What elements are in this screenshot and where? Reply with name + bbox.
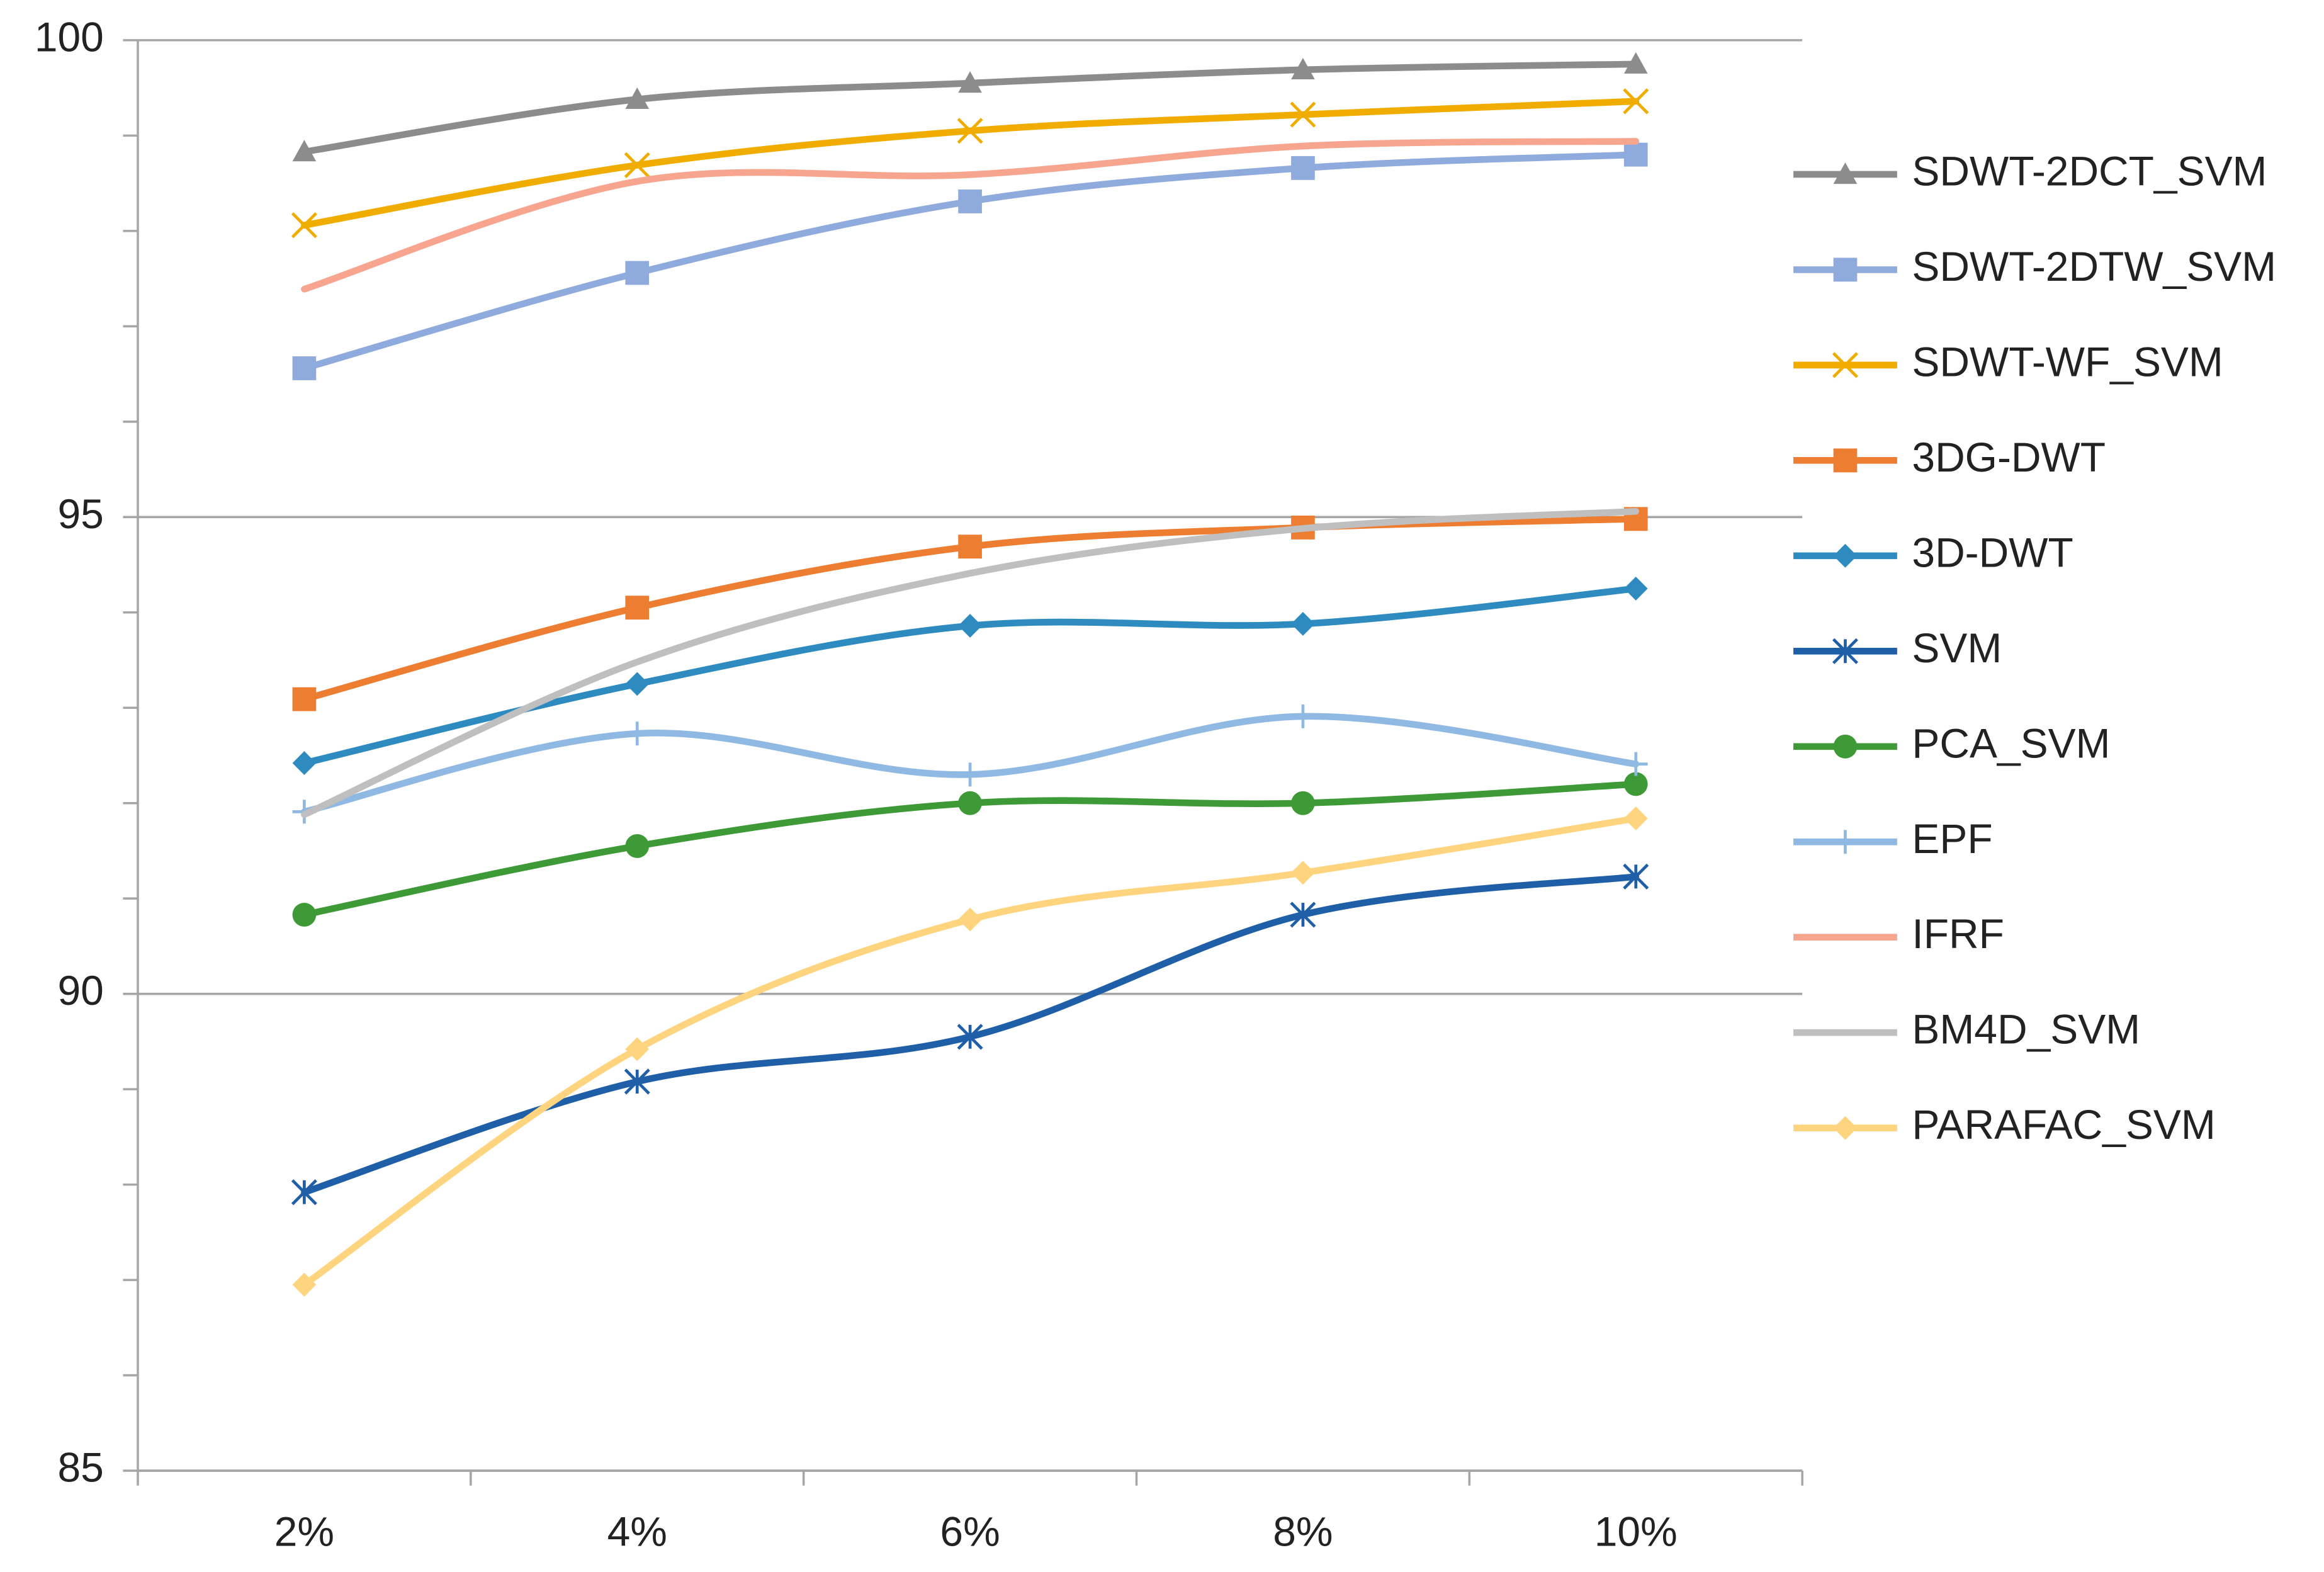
marker: [1291, 57, 1315, 80]
marker: [1833, 1116, 1858, 1140]
legend-label: 3D-DWT: [1912, 529, 2073, 576]
marker: [1291, 704, 1315, 728]
series: [301, 138, 1640, 293]
marker: [624, 1068, 650, 1095]
legend-label: 3DG-DWT: [1912, 434, 2106, 481]
y-tick-label: 95: [57, 491, 103, 538]
marker: [292, 903, 317, 927]
marker: [1832, 352, 1858, 378]
legend-label: SVM: [1912, 625, 2002, 672]
y-tick-label: 100: [35, 14, 104, 60]
marker: [292, 687, 317, 711]
series-line: [301, 507, 1640, 818]
series: [291, 88, 1649, 239]
marker: [291, 1179, 317, 1206]
legend-label: PARAFAC_SVM: [1912, 1102, 2215, 1148]
marker: [625, 834, 650, 858]
marker: [1623, 576, 1648, 601]
x-tick-label: 8%: [1273, 1508, 1333, 1555]
x-tick-label: 4%: [607, 1508, 667, 1555]
marker: [958, 71, 982, 93]
marker: [1623, 772, 1648, 796]
series: [292, 806, 1648, 1297]
marker: [1833, 448, 1858, 473]
marker: [1623, 52, 1648, 74]
series-line: [301, 138, 1640, 293]
series-line: [301, 815, 1640, 1289]
x-tick-label: 2%: [274, 1508, 334, 1555]
marker: [958, 534, 982, 559]
series: [292, 772, 1648, 927]
legend-label: SDWT-2DTW_SVM: [1912, 244, 2276, 290]
marker: [624, 152, 650, 178]
series: [301, 507, 1640, 818]
marker: [1833, 830, 1858, 854]
legend-label: EPF: [1912, 816, 1992, 862]
series: [292, 52, 1648, 162]
marker: [1291, 156, 1315, 180]
marker: [1623, 142, 1648, 167]
marker: [1290, 902, 1316, 928]
marker: [1623, 863, 1649, 890]
legend-label: IFRF: [1912, 911, 2004, 958]
legend-label: SDWT-2DCT_SVM: [1912, 148, 2267, 195]
series: [291, 863, 1649, 1206]
marker: [958, 907, 982, 932]
marker: [292, 140, 317, 162]
marker: [1290, 101, 1316, 128]
marker: [625, 721, 650, 746]
marker: [625, 596, 650, 620]
marker: [1291, 612, 1315, 636]
series: [292, 507, 1648, 711]
marker: [958, 614, 982, 638]
marker: [1833, 734, 1858, 759]
x-tick-label: 6%: [940, 1508, 1000, 1555]
marker: [625, 672, 650, 696]
marker: [1291, 791, 1315, 815]
marker: [1623, 806, 1648, 830]
legend-label: BM4D_SVM: [1912, 1007, 2140, 1053]
marker: [1291, 861, 1315, 885]
x-tick-label: 10%: [1594, 1508, 1678, 1555]
marker: [1833, 162, 1858, 184]
legend-label: PCA_SVM: [1912, 720, 2110, 767]
y-tick-label: 85: [57, 1444, 103, 1491]
marker: [1833, 543, 1858, 568]
y-tick-label: 90: [57, 968, 103, 1014]
marker: [292, 356, 317, 380]
marker: [291, 212, 317, 239]
marker: [957, 1024, 983, 1050]
marker: [292, 751, 317, 776]
marker: [957, 118, 983, 144]
series: [292, 142, 1648, 380]
marker: [1623, 88, 1649, 115]
marker: [1833, 257, 1858, 282]
series: [292, 576, 1648, 776]
legend-label: SDWT-WF_SVM: [1912, 339, 2223, 385]
marker: [292, 1272, 317, 1297]
marker: [958, 189, 982, 213]
marker: [625, 87, 650, 109]
marker: [1832, 638, 1858, 664]
marker: [625, 1037, 650, 1061]
marker: [1623, 752, 1648, 776]
marker: [958, 791, 982, 815]
marker: [958, 762, 982, 787]
marker: [625, 261, 650, 285]
